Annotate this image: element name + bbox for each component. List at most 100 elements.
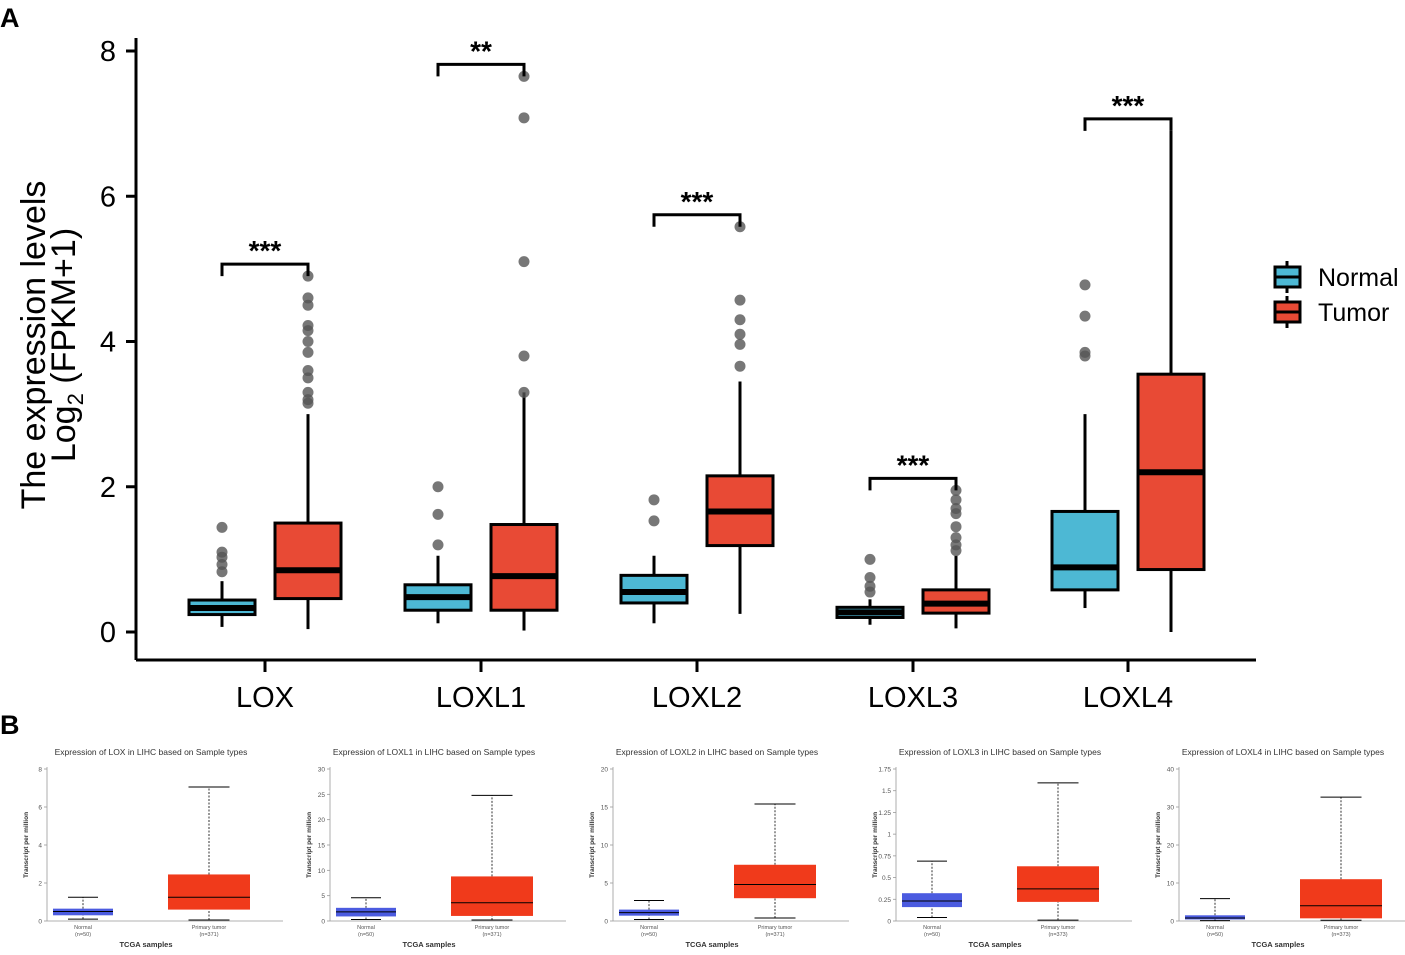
outlier-point — [518, 386, 530, 398]
significance-bracket — [652, 213, 742, 227]
small-normal-label: Normal — [357, 925, 375, 931]
small-plot-title: Expression of LOXL4 in LIHC based on Sam… — [1182, 747, 1384, 757]
small-normal-label: Normal — [923, 925, 941, 931]
outlier-point — [432, 481, 444, 493]
outlier-point — [518, 112, 530, 124]
outlier-point — [648, 515, 660, 527]
outlier-point — [648, 494, 660, 506]
small-plot-title: Expression of LOX in LIHC based on Sampl… — [55, 747, 248, 757]
significance-label: *** — [249, 235, 282, 266]
small-y-label: Transcript per million — [1155, 812, 1162, 878]
small-y-tick-label: 10 — [318, 868, 326, 875]
small-y-tick-label: 6 — [38, 805, 42, 812]
outlier-point — [734, 294, 746, 306]
small-y-tick-label: 2 — [38, 881, 42, 888]
small-y-tick-label: 40 — [1167, 767, 1175, 774]
small-y-label: Transcript per million — [23, 812, 30, 878]
outlier-point — [734, 338, 746, 350]
small-y-tick-label: 0.5 — [882, 875, 891, 882]
legend: Normal Tumor — [1273, 261, 1399, 328]
small-normal-label: Normal — [640, 925, 658, 931]
outlier-point — [302, 292, 314, 304]
normal-box — [187, 521, 257, 627]
small-y-tick-label: 8 — [38, 767, 42, 774]
small-plot: Expression of LOX in LIHC based on Sampl… — [23, 747, 283, 949]
outlier-point — [950, 494, 962, 506]
outlier-point — [302, 346, 314, 358]
small-y-tick-label: 5 — [604, 881, 608, 888]
outlier-point — [864, 580, 876, 592]
outlier-point — [518, 350, 530, 362]
small-y-tick-label: 25 — [318, 792, 326, 799]
significance-bracket — [868, 476, 958, 491]
small-y-tick-label: 20 — [601, 767, 609, 774]
small-y-tick-label: 0 — [1170, 919, 1174, 926]
outlier-point — [216, 546, 228, 558]
legend-label: Tumor — [1318, 299, 1389, 327]
outlier-point — [1079, 346, 1091, 358]
small-normal-n: (n=50) — [924, 932, 940, 938]
outlier-point — [950, 521, 962, 533]
small-tumor-n: (n=373) — [1048, 932, 1067, 938]
small-y-tick-label: 0 — [321, 919, 325, 926]
outlier-point — [864, 553, 876, 565]
y-tick-label: 0 — [100, 617, 116, 649]
small-normal-n: (n=50) — [1207, 932, 1223, 938]
small-y-tick-label: 5 — [321, 893, 325, 900]
small-y-tick-label: 10 — [1167, 881, 1175, 888]
small-y-tick-label: 1 — [887, 832, 891, 839]
small-plot-title: Expression of LOXL2 in LIHC based on Sam… — [616, 747, 818, 757]
x-tick-label: LOX — [236, 682, 294, 714]
small-y-tick-label: 0.25 — [878, 897, 891, 904]
small-y-label-text: Transcript per million — [872, 812, 879, 878]
x-tick-label: LOXL3 — [868, 682, 958, 714]
small-normal-n: (n=50) — [358, 932, 374, 938]
normal-box — [1050, 279, 1120, 609]
y-axis-label-line1: The expression levels — [15, 181, 53, 510]
small-iqr-box — [734, 864, 816, 899]
iqr-box — [273, 521, 343, 601]
small-normal-box — [619, 899, 679, 920]
outlier-point — [302, 386, 314, 398]
small-y-tick-label: 0.75 — [878, 853, 891, 860]
significance-bracket — [220, 262, 310, 277]
small-y-tick-label: 30 — [1167, 805, 1175, 812]
outlier-point — [518, 256, 530, 268]
outlier-point — [734, 328, 746, 340]
iqr-box — [1050, 509, 1120, 592]
x-tick-label: LOXL4 — [1083, 682, 1173, 714]
small-tumor-label: Primary tumor — [758, 925, 793, 931]
outlier-point — [302, 365, 314, 377]
outlier-point — [734, 314, 746, 326]
small-tumor-label: Primary tumor — [475, 925, 510, 931]
small-y-tick-label: 20 — [318, 817, 326, 824]
small-plot-title: Expression of LOXL3 in LIHC based on Sam… — [899, 747, 1101, 757]
small-normal-box — [336, 897, 396, 920]
outlier-point — [302, 336, 314, 347]
small-y-tick-label: 0 — [38, 919, 42, 926]
panel-b: Expression of LOX in LIHC based on Sampl… — [23, 747, 1405, 949]
small-normal-label: Normal — [1206, 925, 1224, 931]
outlier-point — [950, 503, 962, 515]
small-iqr-box — [168, 874, 250, 910]
small-plot: Expression of LOXL3 in LIHC based on Sam… — [872, 747, 1132, 949]
small-normal-n: (n=50) — [641, 932, 657, 938]
small-y-tick-label: 15 — [601, 805, 609, 812]
small-y-label-text: Transcript per million — [1155, 812, 1162, 878]
small-tumor-box — [734, 803, 816, 919]
panel-b-label: B — [0, 710, 20, 740]
small-tumor-n: (n=373) — [1331, 932, 1350, 938]
outlier-point — [864, 572, 876, 584]
tumor-box — [489, 70, 559, 631]
small-normal-label: Normal — [74, 925, 92, 931]
small-plot: Expression of LOXL2 in LIHC based on Sam… — [589, 747, 849, 949]
small-y-tick-label: 0 — [604, 919, 608, 926]
small-y-tick-label: 1.5 — [882, 788, 891, 795]
tumor-box — [273, 270, 343, 630]
small-normal-box — [902, 860, 962, 919]
significance-label: ** — [470, 35, 492, 66]
normal-box — [403, 481, 473, 624]
